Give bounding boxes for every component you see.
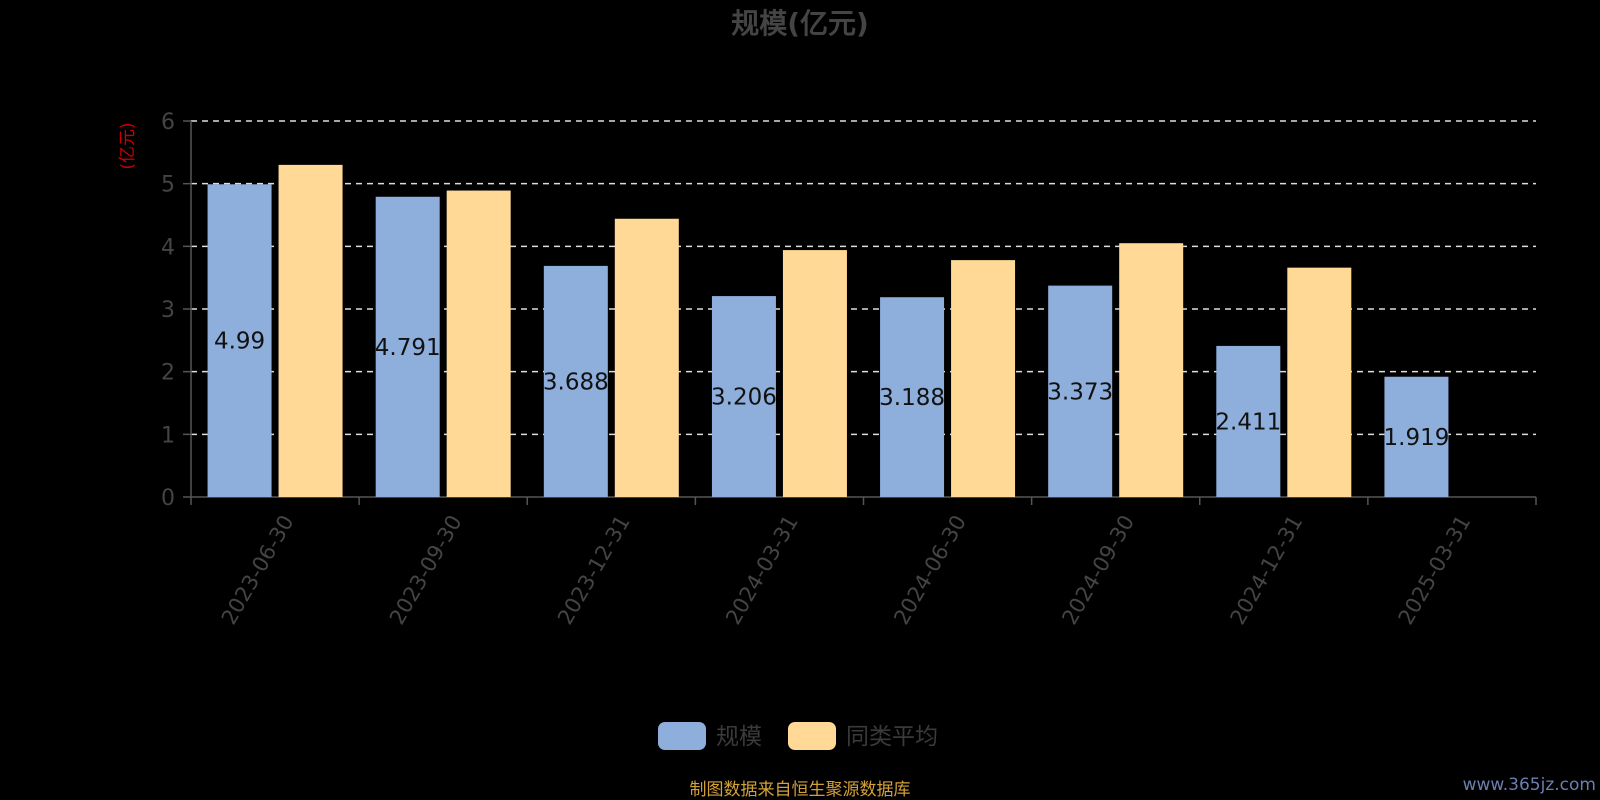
y-axis-unit-label: (亿元) (118, 122, 138, 169)
data-label: 1.919 (1384, 425, 1450, 451)
data-label: 2.411 (1215, 409, 1281, 435)
legend-label: 规模 (716, 724, 762, 750)
data-label: 3.688 (543, 369, 609, 395)
x-tick-label: 2023-06-30 (217, 511, 299, 629)
data-source-note: 制图数据来自恒生聚源数据库 (690, 780, 911, 800)
x-tick-label: 2025-03-31 (1394, 511, 1476, 629)
x-tick-label: 2023-09-30 (385, 511, 467, 629)
bar-scale (880, 297, 945, 497)
bar-scale (1048, 285, 1113, 497)
x-tick-label: 2024-12-31 (1226, 511, 1308, 629)
watermark: www.365jz.com (1463, 775, 1596, 795)
bar-scale (543, 265, 608, 497)
chart-title: 规模(亿元) (731, 7, 869, 40)
bar-peer-average (1119, 243, 1184, 497)
legend-label: 同类平均 (846, 724, 938, 750)
data-label: 4.99 (214, 329, 265, 355)
bar-peer-average (1287, 267, 1352, 497)
data-label: 3.206 (711, 385, 777, 411)
y-tick-label: 4 (161, 235, 175, 260)
x-tick-label: 2024-06-30 (889, 511, 971, 629)
bar-peer-average (951, 260, 1016, 497)
bar-peer-average (278, 164, 343, 497)
y-tick-label: 0 (161, 486, 175, 511)
bar-scale (1216, 345, 1281, 497)
legend[interactable]: 规模 同类平均 (658, 722, 938, 750)
y-tick-label: 3 (161, 298, 175, 323)
bar-peer-average (446, 190, 511, 497)
y-tick-label: 1 (161, 423, 175, 448)
bar-scale (375, 196, 440, 498)
legend-swatch (788, 722, 836, 750)
bar-scale (207, 184, 272, 497)
bar-scale (711, 296, 776, 497)
x-tick-label: 2023-12-31 (553, 511, 635, 629)
data-label: 4.791 (375, 335, 441, 361)
data-label: 3.373 (1047, 379, 1113, 405)
bar-scale (1384, 376, 1449, 497)
bar-peer-average (782, 250, 847, 497)
legend-item[interactable]: 同类平均 (788, 722, 938, 750)
data-labels: 4.99 4.791 3.688 3.206 3.188 3.373 2.411 1.919 (214, 329, 1449, 451)
x-tick-label: 2024-09-30 (1057, 511, 1139, 629)
legend-item[interactable]: 规模 (658, 722, 762, 750)
y-tick-label: 6 (161, 110, 175, 135)
bars (207, 164, 1449, 498)
x-tick-label: 2024-03-31 (721, 511, 803, 629)
y-tick-label: 5 (161, 173, 175, 198)
bar-peer-average (614, 218, 679, 497)
y-tick-label: 2 (161, 361, 175, 386)
legend-swatch (658, 722, 706, 750)
data-label: 3.188 (879, 385, 945, 411)
